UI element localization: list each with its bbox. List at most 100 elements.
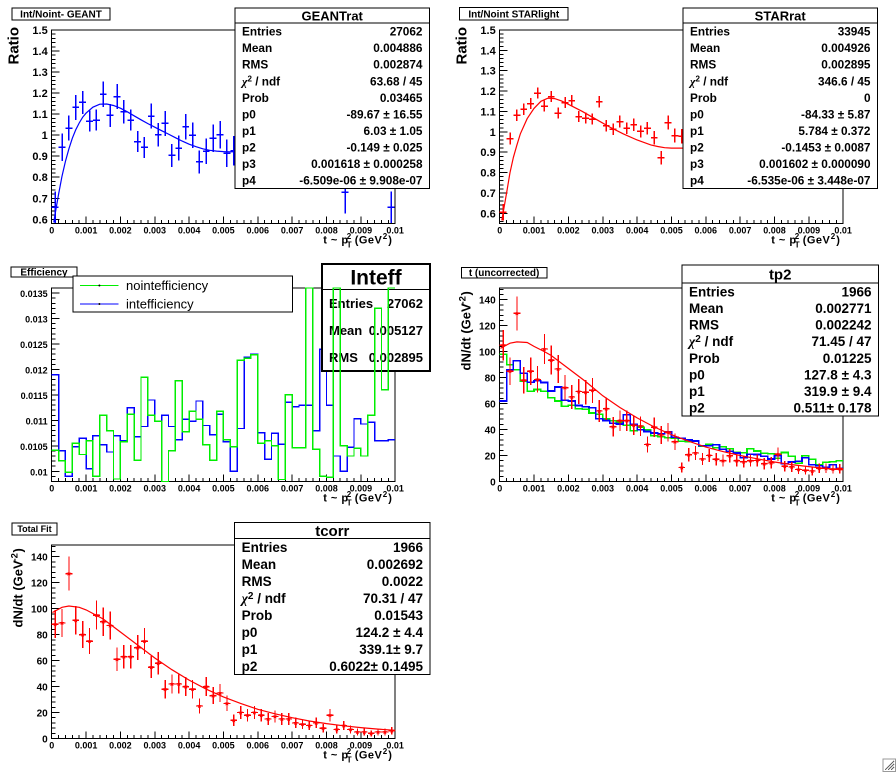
svg-text:0.0125: 0.0125: [20, 340, 48, 350]
svg-text:1: 1: [490, 127, 496, 139]
svg-text:0.003: 0.003: [144, 225, 167, 235]
svg-text:p1: p1: [242, 642, 258, 657]
svg-text:p0: p0: [242, 625, 258, 640]
svg-text:GEANTrat: GEANTrat: [301, 8, 363, 23]
svg-text:χ2 / ndf: χ2 / ndf: [688, 74, 728, 88]
svg-text:t ~ p: t ~ p: [323, 492, 348, 504]
svg-text:120: 120: [31, 579, 48, 590]
svg-text:0.011: 0.011: [26, 416, 48, 426]
svg-text:0.007: 0.007: [281, 483, 304, 493]
svg-text:(GeV: (GeV: [355, 492, 383, 504]
svg-text:-6.535e-06 ± 3.448e-07: -6.535e-06 ± 3.448e-07: [747, 174, 871, 188]
svg-text:p0: p0: [242, 107, 256, 121]
svg-text:t ~ p: t ~ p: [771, 234, 796, 246]
svg-text:0.004: 0.004: [178, 225, 201, 235]
svg-text:346.6 / 45: 346.6 / 45: [818, 74, 871, 88]
svg-text:0.009: 0.009: [350, 483, 373, 493]
svg-text:6.03 ± 1.05: 6.03 ± 1.05: [364, 124, 423, 138]
svg-text:27062: 27062: [387, 296, 423, 311]
svg-text:T: T: [347, 240, 352, 249]
svg-text:5.784 ± 0.372: 5.784 ± 0.372: [798, 124, 871, 138]
svg-text:1.1: 1.1: [32, 109, 47, 121]
svg-text:RMS: RMS: [690, 58, 716, 72]
svg-text:60: 60: [37, 657, 49, 668]
svg-text:0.001602 ± 0.000090: 0.001602 ± 0.000090: [759, 157, 871, 171]
svg-text:0.002: 0.002: [109, 483, 132, 493]
svg-text:2: 2: [347, 747, 352, 756]
svg-text:0.004: 0.004: [178, 740, 201, 750]
svg-text:1.1: 1.1: [480, 107, 495, 119]
svg-text:1966: 1966: [841, 284, 872, 299]
svg-text:127.8 ± 4.3: 127.8 ± 4.3: [804, 367, 872, 382]
svg-text:0.008: 0.008: [315, 483, 338, 493]
svg-text:Ratio: Ratio: [6, 27, 23, 65]
svg-text:0.9: 0.9: [480, 147, 495, 159]
svg-text:20: 20: [485, 452, 497, 463]
svg-text:0.6022± 0.1495: 0.6022± 0.1495: [329, 659, 423, 674]
svg-text:p0: p0: [689, 367, 705, 382]
svg-text:33945: 33945: [838, 25, 871, 39]
svg-text:0.002: 0.002: [109, 225, 132, 235]
svg-text:0.004: 0.004: [626, 483, 649, 493]
svg-text:0: 0: [864, 91, 871, 105]
svg-text:0.012: 0.012: [25, 366, 48, 376]
svg-text:Mean: Mean: [242, 557, 277, 572]
svg-text:100: 100: [31, 605, 48, 616]
svg-text:0.009: 0.009: [350, 740, 373, 750]
svg-text:40: 40: [485, 426, 497, 437]
svg-text:(GeV: (GeV: [355, 234, 383, 246]
svg-text:0.005: 0.005: [212, 740, 235, 750]
svg-text:0.7: 0.7: [480, 188, 495, 200]
svg-text:p0: p0: [690, 107, 704, 121]
svg-text:): ): [10, 548, 25, 552]
svg-text:0.005: 0.005: [212, 225, 235, 235]
svg-text:Prob: Prob: [690, 91, 717, 105]
svg-text:0: 0: [49, 483, 54, 493]
svg-text:0.002895: 0.002895: [369, 350, 423, 365]
svg-text:p4: p4: [690, 174, 704, 188]
svg-text:0.009: 0.009: [798, 225, 821, 235]
svg-text:0.001: 0.001: [75, 225, 98, 235]
svg-text:STARrat: STARrat: [755, 8, 807, 23]
svg-text:0.7: 0.7: [32, 193, 47, 205]
svg-text:tp2: tp2: [769, 267, 792, 284]
svg-text:0.013: 0.013: [25, 315, 48, 325]
svg-text:0.01: 0.01: [386, 740, 404, 750]
svg-text:0.007: 0.007: [281, 740, 304, 750]
svg-text:0.003: 0.003: [592, 483, 615, 493]
svg-text:t ~ p: t ~ p: [323, 234, 348, 246]
svg-text:0: 0: [497, 483, 502, 493]
svg-text:80: 80: [485, 374, 497, 385]
svg-text:Prob: Prob: [689, 351, 720, 366]
svg-text:T: T: [795, 498, 800, 507]
svg-text:t (uncorrected): t (uncorrected): [469, 268, 540, 279]
svg-text:0.002874: 0.002874: [373, 58, 423, 72]
svg-text:Total Fit: Total Fit: [17, 524, 51, 534]
svg-text:p2: p2: [242, 659, 258, 674]
svg-text:Entries: Entries: [690, 25, 730, 39]
svg-text:0.005: 0.005: [212, 483, 235, 493]
svg-text:0: 0: [49, 225, 54, 235]
svg-text:100: 100: [479, 348, 496, 359]
svg-text:60: 60: [485, 400, 497, 411]
svg-text:0.008: 0.008: [315, 225, 338, 235]
svg-text:χ2 / ndf: χ2 / ndf: [240, 74, 280, 88]
svg-text:0.01543: 0.01543: [374, 608, 423, 623]
svg-text:319.9 ± 9.4: 319.9 ± 9.4: [804, 384, 872, 399]
svg-text:dN/dt (GeV: dN/dt (GeV: [458, 303, 473, 370]
svg-text:63.68 / 45: 63.68 / 45: [370, 74, 423, 88]
svg-text:(GeV: (GeV: [355, 749, 383, 761]
svg-text:1.3: 1.3: [480, 66, 495, 78]
svg-text:2: 2: [795, 490, 800, 499]
svg-text:t ~ p: t ~ p: [771, 492, 796, 504]
svg-text:χ2 / ndf: χ2 / ndf: [240, 591, 287, 606]
svg-text:0.006: 0.006: [247, 483, 270, 493]
svg-text:0.8: 0.8: [480, 168, 495, 180]
svg-text:70.31 / 47: 70.31 / 47: [363, 591, 423, 606]
svg-text:p1: p1: [689, 384, 705, 399]
svg-text:-6.509e-06 ± 9.908e-07: -6.509e-06 ± 9.908e-07: [299, 174, 423, 188]
svg-text:80: 80: [37, 631, 49, 642]
svg-text:0.002692: 0.002692: [367, 557, 423, 572]
svg-text:0: 0: [490, 478, 496, 489]
svg-text:Int/Noint- GEANT: Int/Noint- GEANT: [20, 10, 102, 21]
